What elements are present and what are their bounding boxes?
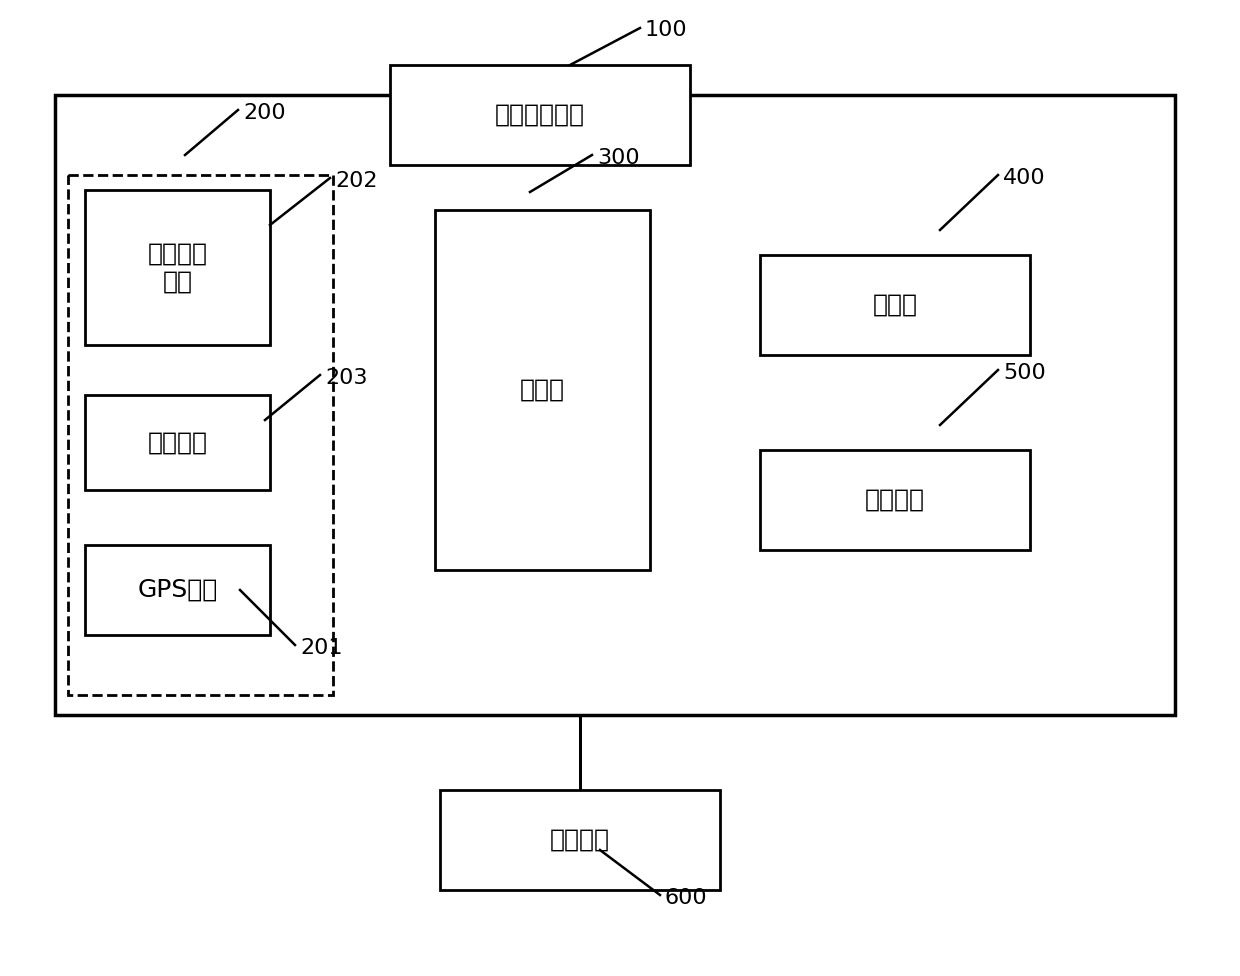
- Bar: [760, 255, 1030, 355]
- Bar: [391, 65, 689, 165]
- Bar: [55, 95, 1176, 715]
- Bar: [86, 545, 270, 635]
- Text: 无线通信
模块: 无线通信 模块: [148, 242, 207, 294]
- Bar: [86, 395, 270, 490]
- Text: 500: 500: [1003, 363, 1045, 383]
- Text: 203: 203: [325, 368, 367, 388]
- Text: 电源模块: 电源模块: [551, 828, 610, 852]
- Text: 200: 200: [243, 103, 285, 123]
- Text: GPS模块: GPS模块: [138, 578, 218, 602]
- Text: 202: 202: [335, 171, 377, 191]
- Text: 600: 600: [665, 888, 708, 908]
- Text: 微处理器: 微处理器: [148, 430, 207, 455]
- Bar: [68, 175, 334, 695]
- Bar: [86, 190, 270, 345]
- Bar: [760, 450, 1030, 550]
- Text: 100: 100: [645, 20, 688, 40]
- Text: 300: 300: [596, 148, 640, 168]
- Text: 处理器: 处理器: [520, 378, 565, 402]
- Text: 姿态获取模块: 姿态获取模块: [495, 103, 585, 127]
- Text: 201: 201: [300, 638, 342, 658]
- Text: 存储器: 存储器: [873, 293, 918, 317]
- Bar: [435, 210, 650, 570]
- Text: 400: 400: [1003, 168, 1045, 188]
- Text: 通信模块: 通信模块: [866, 488, 925, 512]
- Bar: [440, 790, 720, 890]
